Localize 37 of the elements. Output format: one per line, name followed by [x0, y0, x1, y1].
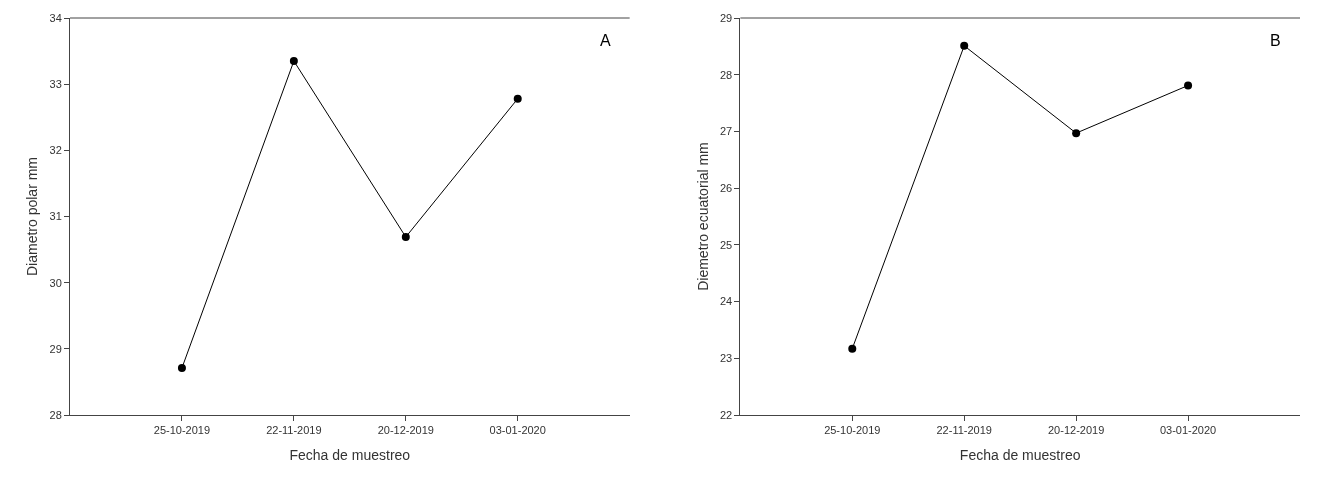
point	[513, 94, 522, 103]
point	[289, 57, 298, 66]
x-axis-title: Fecha de muestreo	[959, 446, 1081, 463]
x-tick-label: 03-01-2020	[489, 424, 546, 437]
x-tick-label: 20-12-2019	[1048, 424, 1105, 437]
y-tick-label: 25	[719, 238, 733, 251]
x-tick-label: 22-11-2019	[936, 424, 992, 437]
point	[960, 41, 969, 50]
x-tick-label: 25-10-2019	[824, 424, 881, 437]
x-tick-label: 03-01-2020	[1159, 424, 1217, 437]
y-tick-label: 34	[49, 11, 62, 24]
y-tick-label: 29	[49, 342, 62, 355]
y-tick-label: 28	[719, 68, 733, 81]
annotation: A	[600, 32, 611, 49]
point	[177, 364, 186, 373]
point	[1184, 81, 1193, 90]
annotation: B	[1270, 32, 1281, 49]
y-axis-title: Diametro polar mm	[24, 156, 41, 277]
point	[401, 233, 410, 242]
x-axis-title: Fecha de muestreo	[289, 446, 411, 463]
point	[1072, 129, 1081, 138]
y-tick-label: 29	[719, 11, 733, 24]
y-tick-label: 24	[719, 295, 733, 308]
y-tick-label: 27	[719, 125, 733, 138]
y-tick-label: 32	[49, 144, 62, 157]
x-tick-label: 25-10-2019	[153, 424, 211, 437]
y-tick-label: 23	[719, 352, 733, 365]
y-tick-label: 33	[49, 78, 62, 91]
y-tick-label: 28	[49, 408, 62, 421]
point	[848, 344, 857, 353]
y-tick-label: 22	[719, 408, 733, 421]
y-axis-title: Diemetro ecuatorial mm	[694, 142, 711, 291]
x-tick-label: 20-12-2019	[377, 424, 434, 437]
y-tick-label: 31	[49, 210, 62, 223]
y-tick-label: 26	[719, 181, 733, 194]
y-tick-label: 30	[49, 276, 62, 289]
x-tick-label: 22-11-2019	[266, 424, 322, 437]
